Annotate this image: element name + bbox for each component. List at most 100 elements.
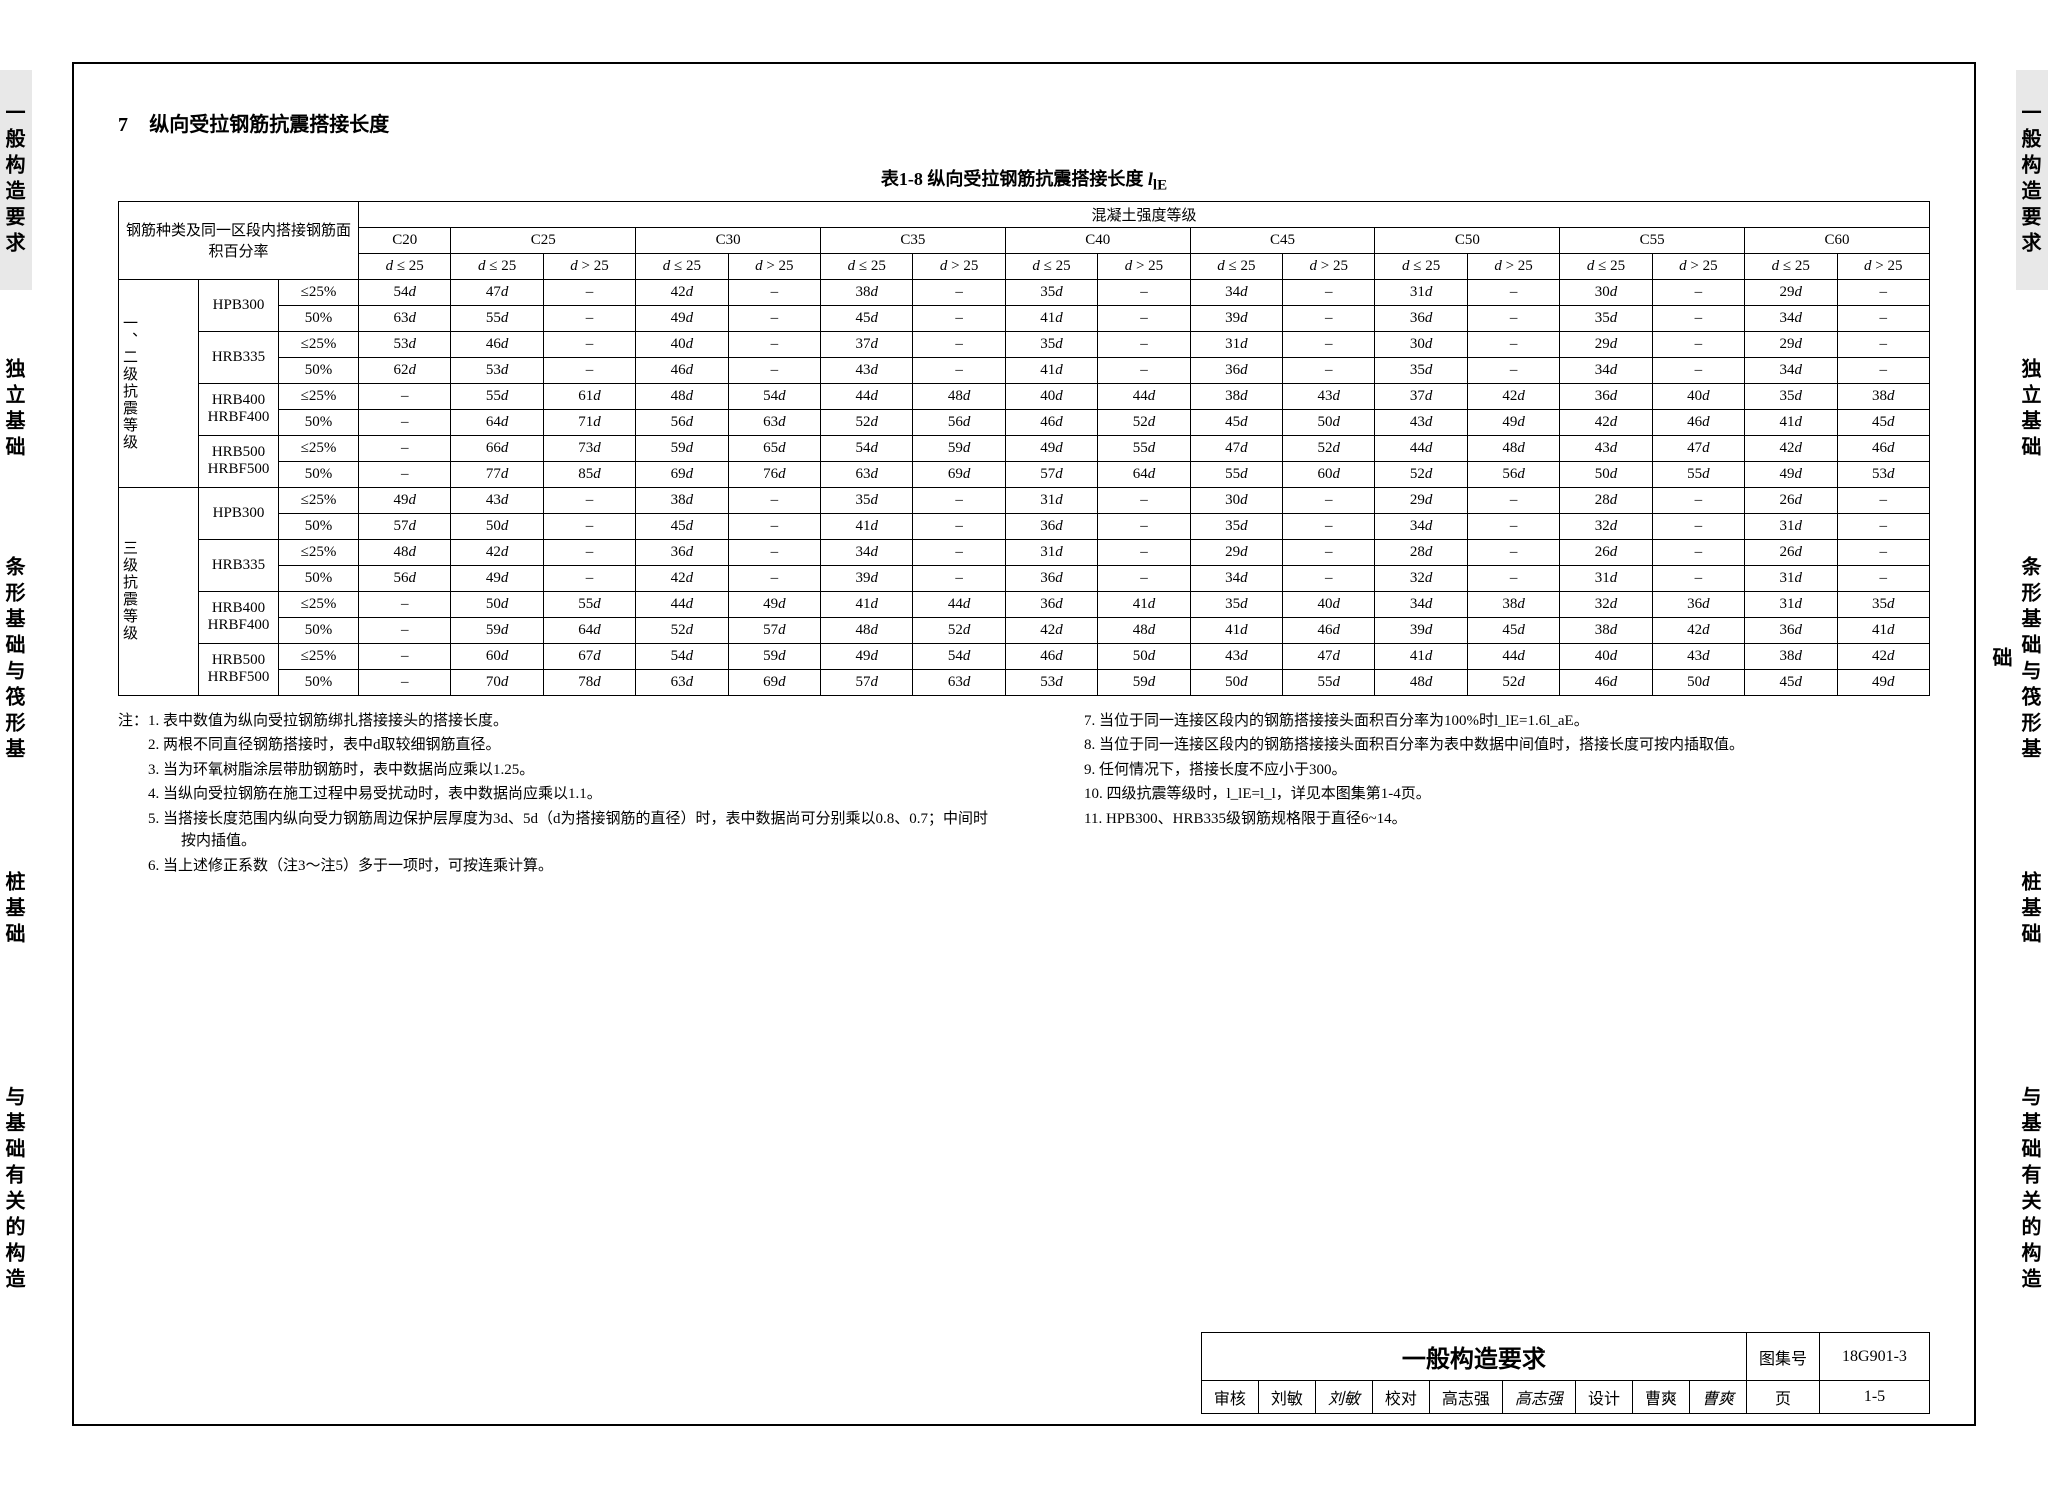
table-cell: 36d <box>1560 383 1652 409</box>
table-cell: 36d <box>1652 591 1744 617</box>
table-cell: HRB400HRBF400 <box>199 591 279 643</box>
side-tab: 独立基础 <box>2016 330 2048 490</box>
table-cell: – <box>913 305 1005 331</box>
table-cell: 67d <box>543 643 635 669</box>
table-cell: d > 25 <box>1837 253 1930 279</box>
table-cell: 57d <box>1005 461 1097 487</box>
table-cell: 63d <box>821 461 913 487</box>
table-cell: d ≤ 25 <box>1005 253 1097 279</box>
section-title: 纵向受拉钢筋抗震搭接长度 <box>149 114 389 136</box>
table-cell: 42d <box>1652 617 1744 643</box>
table-cell: – <box>1283 279 1375 305</box>
table-cell: 36d <box>1005 565 1097 591</box>
table-cell: – <box>1652 513 1744 539</box>
table-cell: – <box>359 461 451 487</box>
table-cell: – <box>359 409 451 435</box>
table-cell: d > 25 <box>913 253 1005 279</box>
table-cell: 55d <box>1190 461 1282 487</box>
table-cell: 48d <box>636 383 728 409</box>
side-tab: 条形基础与筏形基础 <box>2016 530 2048 790</box>
table-cell: 50d <box>451 591 543 617</box>
table-cell: 37d <box>821 331 913 357</box>
table-cell: 55d <box>1098 435 1190 461</box>
table-cell: – <box>1098 357 1190 383</box>
side-tab: 条形基础与筏形基础 <box>0 530 32 790</box>
table-cell: – <box>1467 305 1559 331</box>
table-cell: 60d <box>451 643 543 669</box>
table-cell: – <box>728 539 820 565</box>
table-cell: ≤25% <box>279 331 359 357</box>
table-cell: – <box>543 279 635 305</box>
table-cell: 50% <box>279 461 359 487</box>
table-cell: 34d <box>1190 279 1282 305</box>
table-cell: – <box>1837 513 1930 539</box>
table-cell: 35d <box>1745 383 1837 409</box>
table-cell: 52d <box>1098 409 1190 435</box>
table-cell: – <box>728 279 820 305</box>
table-cell: 45d <box>636 513 728 539</box>
table-cell: 50% <box>279 669 359 695</box>
table-cell: 50% <box>279 617 359 643</box>
table-cell: 32d <box>1560 591 1652 617</box>
table-cell: 49d <box>821 643 913 669</box>
table-cell: 31d <box>1560 565 1652 591</box>
side-tab: 独立基础 <box>0 330 32 490</box>
table-cell: HPB300 <box>199 279 279 331</box>
table-cell: – <box>913 487 1005 513</box>
table-cell: 39d <box>1190 305 1282 331</box>
table-cell: 29d <box>1560 331 1652 357</box>
table-cell: HRB500HRBF500 <box>199 435 279 487</box>
table-cell: d ≤ 25 <box>1745 253 1837 279</box>
table-cell: 55d <box>1283 669 1375 695</box>
table-cell: 54d <box>913 643 1005 669</box>
table-cell: 31d <box>1005 487 1097 513</box>
table-cell: 42d <box>1745 435 1837 461</box>
table-cell: 三级抗震等级 <box>119 487 199 695</box>
table-cell: – <box>1467 331 1559 357</box>
table-cell: ≤25% <box>279 591 359 617</box>
table-cell: ≤25% <box>279 539 359 565</box>
table-cell: HPB300 <box>199 487 279 539</box>
table-cell: – <box>1098 513 1190 539</box>
table-cell: HRB400HRBF400 <box>199 383 279 435</box>
table-cell: – <box>543 513 635 539</box>
table-cell: 64d <box>1098 461 1190 487</box>
table-cell: 63d <box>359 305 451 331</box>
page-frame: 7 纵向受拉钢筋抗震搭接长度 表1-8 纵向受拉钢筋抗震搭接长度 llE 钢筋种… <box>72 62 1976 1426</box>
table-cell: 55d <box>543 591 635 617</box>
table-cell: 41d <box>1098 591 1190 617</box>
table-cell: 44d <box>821 383 913 409</box>
table-cell: 26d <box>1560 539 1652 565</box>
table-cell: 34d <box>821 539 913 565</box>
table-cell: – <box>1652 539 1744 565</box>
table-cell: 35d <box>1005 279 1097 305</box>
table-cell: 31d <box>1745 565 1837 591</box>
table-cell: 41d <box>1190 617 1282 643</box>
table-cell: 49d <box>636 305 728 331</box>
table-cell: – <box>1283 539 1375 565</box>
table-cell: – <box>543 565 635 591</box>
table-cell: 42d <box>451 539 543 565</box>
table-cell: – <box>359 383 451 409</box>
table-cell: 39d <box>821 565 913 591</box>
table-cell: 46d <box>1837 435 1930 461</box>
table-cell: HRB335 <box>199 331 279 383</box>
table-cell: ≤25% <box>279 383 359 409</box>
table-cell: C55 <box>1560 227 1745 253</box>
table-cell: 50d <box>1190 669 1282 695</box>
table-cell: 55d <box>451 305 543 331</box>
table-cell: 34d <box>1560 357 1652 383</box>
table-cell: 42d <box>1005 617 1097 643</box>
table-cell: 43d <box>1652 643 1744 669</box>
table-cell: 65d <box>728 435 820 461</box>
table-cell: 52d <box>636 617 728 643</box>
table-cell: 40d <box>1560 643 1652 669</box>
side-tab: 一般构造要求 <box>2016 70 2048 290</box>
table-cell: 26d <box>1745 487 1837 513</box>
table-cell: 50% <box>279 357 359 383</box>
table-cell: – <box>1098 487 1190 513</box>
note: 2. 两根不同直径钢筋搭接时，表中d取较细钢筋直径。 <box>118 734 994 757</box>
table-cell: 55d <box>451 383 543 409</box>
table-cell: 41d <box>821 513 913 539</box>
table-cell: – <box>1837 539 1930 565</box>
